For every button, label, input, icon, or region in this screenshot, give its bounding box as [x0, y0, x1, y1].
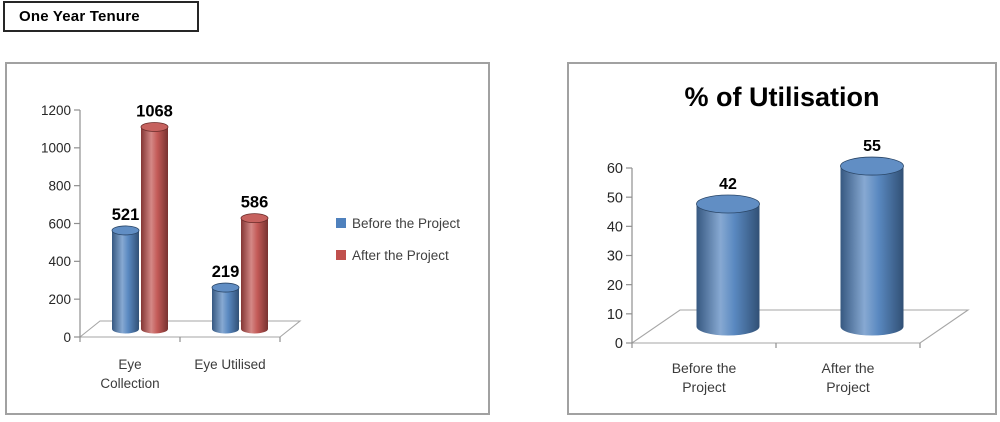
cylinder-bar — [211, 282, 240, 334]
y-tick-label: 20 — [607, 278, 623, 294]
utilisation-chart-panel: % of Utilisation 0 10 20 30 40 50 60 42 Before th… — [567, 62, 997, 415]
page-title-box: One Year Tenure — [3, 1, 199, 32]
y-tick-label: 40 — [607, 220, 623, 236]
cylinder-top — [840, 156, 904, 176]
cylinder-bar — [240, 213, 269, 334]
y-tick-label: 10 — [607, 307, 623, 323]
cylinder-bar — [111, 225, 140, 334]
y-tick-label: 400 — [48, 254, 71, 269]
cylinder-side — [112, 230, 139, 334]
cylinder-side — [241, 218, 268, 334]
legend-label: Before the Project — [352, 216, 460, 231]
cylinder-side — [696, 204, 760, 336]
cylinder-bar — [140, 122, 169, 334]
eye-collection-chart: 0 200 400 600 800 1000 1200 521 1068 Eye Collectio… — [41, 102, 460, 391]
value-label: 586 — [241, 194, 269, 212]
y-tick-label: 200 — [48, 292, 71, 307]
y-tick-label: 0 — [615, 336, 623, 352]
legend-label: After the Project — [352, 248, 449, 263]
cylinder-top — [211, 282, 240, 293]
y-tick-label: 800 — [48, 179, 71, 194]
y-tick-label: 30 — [607, 249, 623, 265]
cylinder-top — [240, 213, 269, 224]
chart-title: % of Utilisation — [685, 82, 880, 112]
y-tick-label: 600 — [48, 216, 71, 231]
y-tick-label: 0 — [63, 330, 71, 345]
value-label: 1068 — [136, 102, 173, 120]
category-label: Project — [682, 379, 726, 395]
cylinder-top — [696, 194, 760, 214]
cylinder-side — [212, 287, 239, 334]
cylinder-bar — [840, 156, 904, 336]
category-label: After the — [822, 360, 875, 376]
category-label: Collection — [100, 376, 159, 391]
cylinder-top — [111, 225, 140, 236]
cylinder-side — [141, 126, 168, 334]
cylinder-side — [840, 166, 904, 336]
cylinder-bar — [696, 194, 760, 336]
legend-swatch — [336, 218, 346, 228]
legend-swatch — [336, 250, 346, 260]
chart-floor — [630, 309, 970, 344]
utilisation-chart: % of Utilisation 0 10 20 30 40 50 60 42 Before th… — [607, 82, 970, 395]
category-label: Eye — [118, 357, 141, 372]
y-tick-label: 60 — [607, 161, 623, 177]
y-tick-label: 1200 — [41, 103, 71, 118]
value-label: 55 — [863, 138, 881, 155]
value-label: 521 — [112, 206, 140, 224]
category-label: Eye Utilised — [194, 357, 265, 372]
y-tick-label: 50 — [607, 190, 623, 206]
page-title: One Year Tenure — [19, 8, 140, 25]
y-tick-label: 1000 — [41, 141, 71, 156]
value-label: 42 — [719, 176, 737, 193]
value-label: 219 — [212, 263, 240, 281]
eye-collection-chart-panel: 0 200 400 600 800 1000 1200 521 1068 Eye Collectio… — [5, 62, 490, 415]
category-label: Project — [826, 379, 870, 395]
category-label: Before the — [672, 360, 737, 376]
cylinder-top — [140, 122, 169, 132]
